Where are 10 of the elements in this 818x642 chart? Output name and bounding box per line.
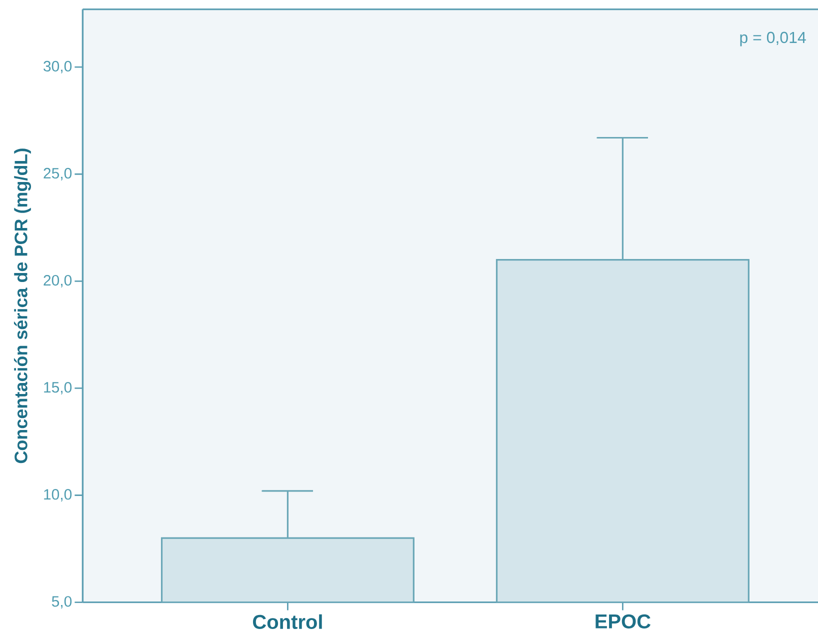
y-tick-label: 15,0: [44, 382, 72, 394]
y-tick-label: 10,0: [44, 489, 72, 502]
y-tick-label: 5,0: [52, 596, 72, 608]
y-tick-label: 20,0: [44, 274, 72, 288]
y-tick-label: 30,0: [44, 60, 72, 74]
x-tick-label: Control: [252, 614, 322, 630]
annotation: p = 0,014: [740, 32, 806, 46]
y-tick-label: 25,0: [44, 168, 72, 180]
y-axis-title: Concentación sérica de PCR (mg/dL): [14, 148, 31, 464]
x-tick-label: EPOC: [596, 614, 651, 628]
